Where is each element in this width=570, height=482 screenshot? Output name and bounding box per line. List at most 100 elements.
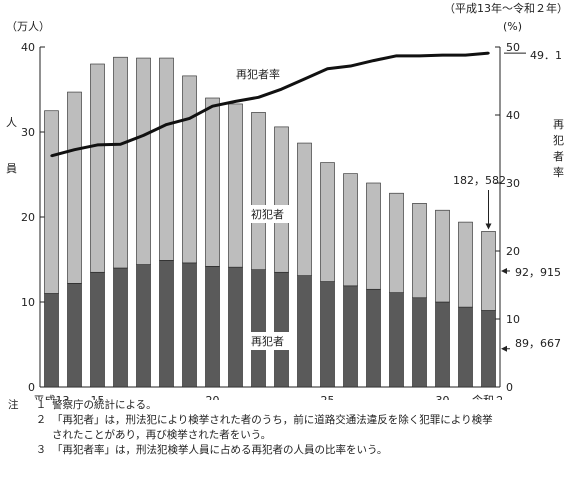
repeat-offender-bar	[159, 260, 174, 388]
repeat-pointer-arrow	[501, 345, 507, 352]
first-offender-bar	[113, 56, 128, 269]
left-tick-label: 30	[21, 126, 35, 139]
rate-point	[188, 117, 191, 120]
rate-point	[234, 100, 237, 103]
first-offender-bar	[481, 231, 496, 311]
series-label-background	[246, 332, 292, 350]
first-offender-bar	[320, 162, 335, 282]
repeat-offender-bar	[435, 301, 450, 388]
rate-point	[119, 143, 122, 146]
first-offender-bar	[251, 112, 266, 270]
right-axis-label-char: 率	[553, 165, 564, 179]
left-axis-label-char: 人	[6, 116, 17, 129]
rate-point	[349, 64, 352, 68]
left-unit-label: （万人）	[6, 20, 50, 33]
repeat-offender-bar	[458, 306, 473, 388]
repeat-offender-bar	[274, 271, 289, 388]
period-label: （平成13年～令和２年）	[444, 1, 568, 15]
x-tick-label: 平成13	[34, 394, 70, 400]
rate-series-label: 再犯者率	[236, 67, 280, 81]
repeat-offender-bar	[44, 293, 59, 388]
right-tick-label: 40	[506, 109, 520, 122]
first-offender-bar	[228, 103, 243, 268]
note-1: 注 １ 警察庁の統計による。	[8, 398, 568, 413]
left-tick-label: 0	[28, 381, 35, 394]
right-axis-label-char: 犯	[553, 134, 564, 147]
repeat-offender-bar	[481, 310, 496, 388]
recidivism-rate-line	[51, 51, 489, 158]
x-tick-label: 25	[321, 394, 335, 400]
left-tick-label: 20	[21, 211, 35, 224]
first-offender-bar	[67, 91, 82, 284]
first-offender-bar	[274, 126, 289, 273]
x-tick-label: 令和２	[472, 393, 505, 400]
first-offender-bar	[136, 57, 151, 265]
repeat-offender-bar	[343, 285, 358, 388]
rate-line-series	[50, 51, 490, 158]
total-pointer-arrow	[485, 223, 492, 230]
first-offender-bar	[182, 75, 197, 264]
note-number: ２	[35, 414, 47, 426]
note-number: １	[35, 399, 47, 411]
first-offender-bar	[458, 221, 473, 308]
left-tick-label: 40	[21, 41, 35, 54]
rate-point	[142, 134, 145, 137]
note-3: ３ 「再犯者率」は，刑法犯検挙人員に占める再犯者の人員の比率をいう。	[8, 443, 568, 458]
repeat-offender-bar	[182, 262, 197, 388]
rate-point	[326, 67, 329, 70]
note-text: 警察庁の統計による。	[52, 399, 157, 411]
first-offender-bar	[366, 182, 381, 290]
first-offender-bar	[44, 110, 59, 294]
recidivism-chart: 01020304001020304050人員再犯者率平成1315202530令和…	[6, 1, 568, 400]
left-tick-label: 10	[21, 296, 35, 309]
note-text: 「再犯者」は，刑法犯により検挙された者のうち，前に道路交通法違反を除く犯罪により…	[52, 414, 493, 426]
right-tick-label: 0	[506, 381, 513, 394]
first-last-value: 92，915	[515, 266, 561, 279]
right-tick-label: 50	[506, 41, 520, 54]
notes-head: 注	[8, 399, 19, 411]
repeat-series-label: 再犯者	[251, 335, 284, 348]
note-number: ３	[35, 444, 47, 456]
rate-point	[280, 87, 283, 91]
right-axis-label-char: 者	[553, 150, 564, 163]
x-tick-label: 20	[206, 394, 220, 400]
repeat-offender-bar	[90, 271, 105, 388]
repeat-offender-bar	[366, 288, 381, 388]
repeat-offender-bar	[251, 269, 266, 388]
right-axis-label-char: 再	[553, 118, 564, 131]
rate-point	[418, 54, 421, 58]
rate-last-value: 49．1	[530, 49, 562, 62]
rate-point	[303, 77, 306, 81]
first-offender-bar	[343, 173, 358, 287]
repeat-last-value: 89，667	[515, 337, 561, 350]
total-last-value: 182，582	[453, 174, 506, 187]
bar-series	[44, 56, 496, 388]
repeat-offender-bar	[320, 281, 335, 388]
x-tick-label: 15	[91, 394, 105, 400]
repeat-offender-bar	[412, 297, 427, 388]
rate-point	[73, 148, 76, 151]
rate-point	[441, 53, 444, 57]
repeat-offender-bar	[228, 266, 243, 388]
first-offender-bar	[389, 192, 404, 293]
series-label-background	[246, 205, 292, 223]
rate-point	[395, 54, 398, 58]
rate-point	[165, 123, 168, 126]
left-axis-label-char: 員	[6, 162, 17, 175]
repeat-offender-bar	[297, 275, 312, 388]
rate-point	[487, 51, 490, 55]
repeat-offender-bar	[113, 267, 128, 388]
note-2-continued: されたことがあり，再び検挙された者をいう。	[52, 429, 272, 441]
right-tick-label: 30	[506, 177, 520, 190]
first-offender-bar	[90, 63, 105, 273]
first-pointer-arrow	[501, 267, 507, 274]
right-tick-label: 10	[506, 313, 520, 326]
rate-point	[96, 143, 99, 147]
right-tick-label: 20	[506, 245, 520, 258]
rate-point	[464, 53, 467, 57]
first-offender-bar	[412, 203, 427, 299]
note-2: ２ 「再犯者」は，刑法犯により検挙された者のうち，前に道路交通法違反を除く犯罪に…	[8, 413, 568, 428]
rate-point	[50, 154, 53, 157]
x-tick-label: 30	[436, 394, 450, 400]
note-text: 「再犯者率」は，刑法犯検挙人員に占める再犯者の人員の比率をいう。	[52, 444, 388, 456]
